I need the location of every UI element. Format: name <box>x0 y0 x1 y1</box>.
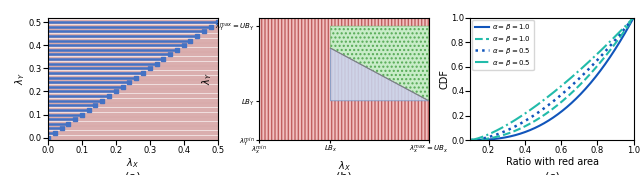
$\alpha = \beta = 0.5$ <box>544 104 552 107</box>
$\alpha = \beta = 1.0$ <box>544 111 552 113</box>
$\alpha = \beta = 0.5$ <box>544 96 552 98</box>
$\alpha = \beta = 1.0$ <box>564 96 572 98</box>
$\alpha = \beta = 1.0$ <box>600 57 608 59</box>
$\alpha = \beta = 0.5$ <box>564 80 572 82</box>
$\alpha = \beta = 1.0$ <box>467 139 474 141</box>
Y-axis label: $\lambda_Y$: $\lambda_Y$ <box>200 72 214 85</box>
$\alpha = \beta = 0.5$ <box>600 46 608 48</box>
Legend: $\alpha = \beta = 1.0$, $\alpha = \beta = 1.0$, $\alpha = \beta = 0.5$, $\alpha : $\alpha = \beta = 1.0$, $\alpha = \beta … <box>472 20 534 70</box>
$\alpha = \beta = 0.5$ <box>545 104 553 106</box>
Polygon shape <box>259 18 429 140</box>
Line: $\alpha = \beta = 1.0$: $\alpha = \beta = 1.0$ <box>470 18 634 140</box>
Y-axis label: CDF: CDF <box>440 69 449 89</box>
Text: (b): (b) <box>336 172 352 175</box>
$\alpha = \beta = 0.5$ <box>630 16 637 19</box>
$\alpha = \beta = 1.0$ <box>626 22 634 24</box>
$\alpha = \beta = 0.5$ <box>467 139 474 141</box>
$\alpha = \beta = 0.5$ <box>467 139 474 141</box>
$\alpha = \beta = 0.5$ <box>564 88 572 90</box>
$\alpha = \beta = 1.0$ <box>626 24 634 26</box>
Line: $\alpha = \beta = 1.0$: $\alpha = \beta = 1.0$ <box>470 18 634 140</box>
$\alpha = \beta = 1.0$ <box>545 111 553 113</box>
$\alpha = \beta = 1.0$ <box>564 106 572 108</box>
Line: $\alpha = \beta = 0.5$: $\alpha = \beta = 0.5$ <box>470 18 634 140</box>
$\alpha = \beta = 1.0$ <box>600 64 608 67</box>
Text: (a): (a) <box>125 172 141 175</box>
Y-axis label: $\lambda_Y$: $\lambda_Y$ <box>13 72 27 85</box>
Line: $\alpha = \beta = 0.5$: $\alpha = \beta = 0.5$ <box>470 18 634 140</box>
$\alpha = \beta = 0.5$ <box>600 52 608 54</box>
$\alpha = \beta = 0.5$ <box>555 96 563 98</box>
Text: (c): (c) <box>545 172 559 175</box>
$\alpha = \beta = 1.0$ <box>555 103 563 105</box>
$\alpha = \beta = 1.0$ <box>630 16 637 19</box>
$\alpha = \beta = 0.5$ <box>545 95 553 97</box>
$\alpha = \beta = 0.5$ <box>555 87 563 89</box>
$\alpha = \beta = 0.5$ <box>626 20 634 23</box>
$\alpha = \beta = 1.0$ <box>555 113 563 115</box>
$\alpha = \beta = 0.5$ <box>626 21 634 23</box>
X-axis label: $\lambda_X$: $\lambda_X$ <box>337 159 351 173</box>
$\alpha = \beta = 1.0$ <box>630 16 637 19</box>
Polygon shape <box>330 26 429 101</box>
$\alpha = \beta = 1.0$ <box>467 139 474 141</box>
$\alpha = \beta = 1.0$ <box>545 119 553 121</box>
X-axis label: Ratio with red area: Ratio with red area <box>506 157 598 167</box>
$\alpha = \beta = 0.5$ <box>630 16 637 19</box>
X-axis label: $\lambda_X$: $\lambda_X$ <box>126 157 140 170</box>
Polygon shape <box>330 48 429 101</box>
$\alpha = \beta = 1.0$ <box>544 120 552 122</box>
